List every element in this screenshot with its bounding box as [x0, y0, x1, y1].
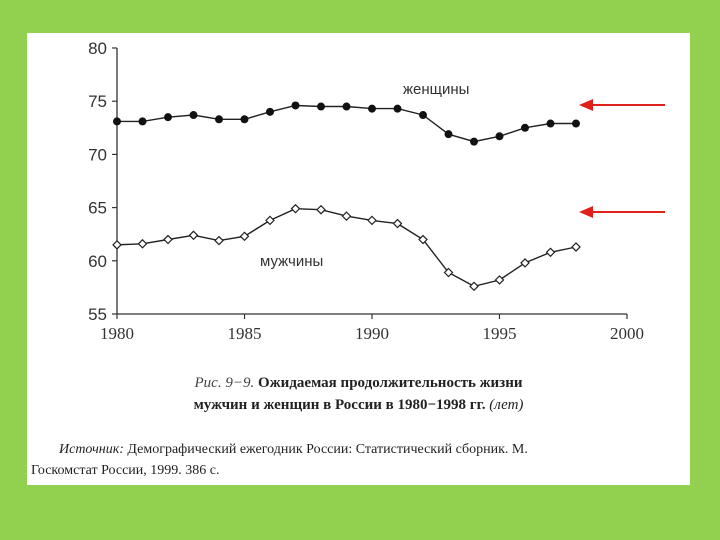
data-point-women [419, 111, 427, 120]
data-point-men [214, 235, 224, 246]
data-point-men [545, 247, 556, 258]
data-point-women [393, 104, 402, 113]
data-point-men [341, 211, 352, 221]
y-tick-label: 70 [88, 145, 107, 164]
series-label-men: мужчины [260, 253, 323, 270]
data-point-women [215, 115, 223, 124]
data-point-men [163, 234, 173, 245]
y-tick-label: 75 [88, 92, 107, 111]
data-point-women [266, 107, 274, 116]
data-point-men [392, 218, 403, 229]
data-point-women [521, 123, 529, 132]
y-tick-label: 65 [88, 199, 107, 218]
data-point-women [572, 119, 580, 128]
data-point-men [239, 231, 250, 242]
data-point-men [112, 239, 122, 250]
data-point-men [367, 215, 377, 226]
data-point-men [571, 242, 581, 252]
data-point-men [265, 215, 275, 226]
source-text2: Госкомстат России, 1999. 386 с. [31, 463, 220, 478]
red-arrow-women-head [579, 99, 593, 111]
figure-title-line2: мужчин и женщин в России в 1980−1998 гг. [193, 397, 486, 413]
data-point-women [113, 117, 121, 126]
data-point-men [469, 281, 479, 292]
x-tick-label: 1985 [228, 324, 262, 343]
data-point-women [495, 132, 504, 141]
data-point-women [138, 117, 147, 126]
data-point-women [342, 102, 351, 111]
y-tick-label: 80 [88, 39, 107, 58]
data-point-women [291, 101, 300, 110]
y-tick-label: 60 [88, 252, 107, 271]
data-point-women [164, 113, 172, 122]
data-point-women [189, 111, 198, 120]
data-point-men [137, 238, 148, 249]
data-point-men [290, 203, 301, 214]
y-tick-label: 55 [88, 305, 107, 324]
data-point-women [470, 137, 478, 146]
data-point-women [546, 119, 555, 128]
figure-label: Рис. 9−9. [194, 375, 255, 391]
data-point-women [240, 115, 249, 124]
x-tick-label: 1995 [483, 324, 517, 343]
data-point-women [444, 130, 453, 139]
data-point-women [368, 104, 376, 113]
x-tick-label: 1990 [355, 324, 389, 343]
data-point-men [316, 204, 326, 215]
x-tick-label: 1980 [100, 324, 134, 343]
figure-caption-line2: мужчин и женщин в России в 1980−1998 гг.… [27, 397, 690, 414]
data-point-men [520, 258, 530, 268]
data-point-men [418, 234, 428, 245]
figure-units: (лет) [489, 397, 524, 413]
life-expectancy-chart: 55 60 65 70 75 80 1980 1985 1990 1995 2000 женщины м… [88, 39, 665, 343]
figure-caption-line1: Рис. 9−9. Ожидаемая продолжительность жи… [27, 375, 690, 392]
series-label-women: женщины [403, 81, 469, 98]
source-label: Источник: [59, 442, 124, 457]
x-tick-label: 2000 [610, 324, 644, 343]
source-text1: Демографический ежегодник России: Статис… [127, 442, 528, 457]
slide: 55 60 65 70 75 80 1980 1985 1990 1995 2000 женщины м… [27, 33, 690, 485]
red-arrow-men-head [579, 206, 593, 218]
source-line1: Источник: Демографический ежегодник Росс… [59, 442, 528, 458]
data-point-women [317, 102, 325, 111]
series-line-women [117, 104, 576, 143]
data-point-men [494, 275, 505, 285]
data-point-men [443, 267, 454, 278]
data-point-men [188, 230, 199, 241]
figure-title-line1: Ожидаемая продолжительность жизни [257, 375, 523, 391]
